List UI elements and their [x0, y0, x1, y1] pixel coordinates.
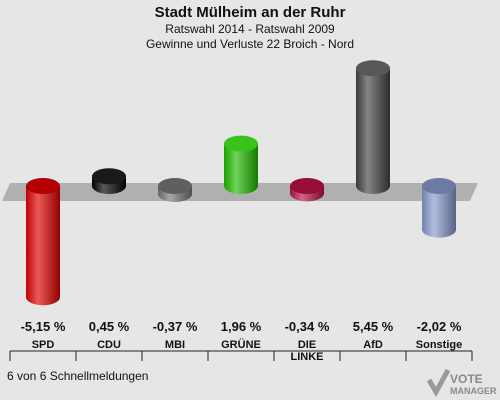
value-label: -5,15 % [21, 319, 66, 334]
bar-die-linke [290, 178, 324, 202]
bar-top-cap [224, 135, 258, 152]
bar-top-cap [356, 60, 390, 77]
bar-top-cap [290, 178, 324, 194]
bar-top-cap [92, 168, 126, 185]
bar-bottom-cap [422, 221, 456, 238]
chart-subtitle-1: Ratswahl 2014 - Ratswahl 2009 [165, 22, 335, 36]
category-label: SPD [32, 339, 55, 351]
bar-top-cap [422, 178, 456, 194]
bar-grüne [224, 135, 258, 194]
value-label: -0,37 % [153, 319, 198, 334]
category-label: GRÜNE [221, 338, 261, 351]
chart-subtitle-2: Gewinne und Verluste 22 Broich - Nord [145, 37, 355, 51]
value-label: 0,45 % [89, 319, 130, 334]
category-label: AfD [363, 339, 383, 351]
bar-spd [26, 178, 60, 306]
value-label: 5,45 % [353, 319, 394, 334]
labels-group: -5,15 % 0,45 % -0,37 % 1,96 % -0,34 % 5,45 % -… [21, 319, 462, 334]
category-label: Sonstige [416, 339, 462, 351]
logo-text-vote: VOTE [450, 372, 483, 386]
category-label: CDU [97, 339, 121, 351]
bar-afd [356, 60, 390, 194]
category-label: MBI [165, 339, 185, 351]
value-label: 1,96 % [221, 319, 262, 334]
bar-bottom-cap [224, 178, 258, 194]
bar-sonstige [422, 178, 456, 238]
category-label: LINKE [291, 351, 324, 363]
bar-mbi [158, 178, 192, 202]
bar-cdu [92, 168, 126, 194]
footer-note: 6 von 6 Schnellmeldungen [7, 369, 149, 383]
bar-top-cap [158, 178, 192, 194]
bars-group [26, 60, 456, 306]
logo-text-manager: MANAGER [450, 386, 496, 396]
category-label: DIE [298, 339, 316, 351]
value-label: -2,02 % [417, 319, 462, 334]
bar-body [356, 68, 390, 186]
bar-body [26, 186, 60, 298]
checkmark-icon [426, 368, 451, 398]
value-label: -0,34 % [285, 319, 330, 334]
bar-bottom-cap [26, 289, 60, 306]
votemanager-logo: VOTE MANAGER [426, 368, 496, 398]
bar-top-cap [26, 178, 60, 194]
bar-bottom-cap [356, 178, 390, 194]
chart-title: Stadt Mülheim an der Ruhr [154, 4, 346, 21]
